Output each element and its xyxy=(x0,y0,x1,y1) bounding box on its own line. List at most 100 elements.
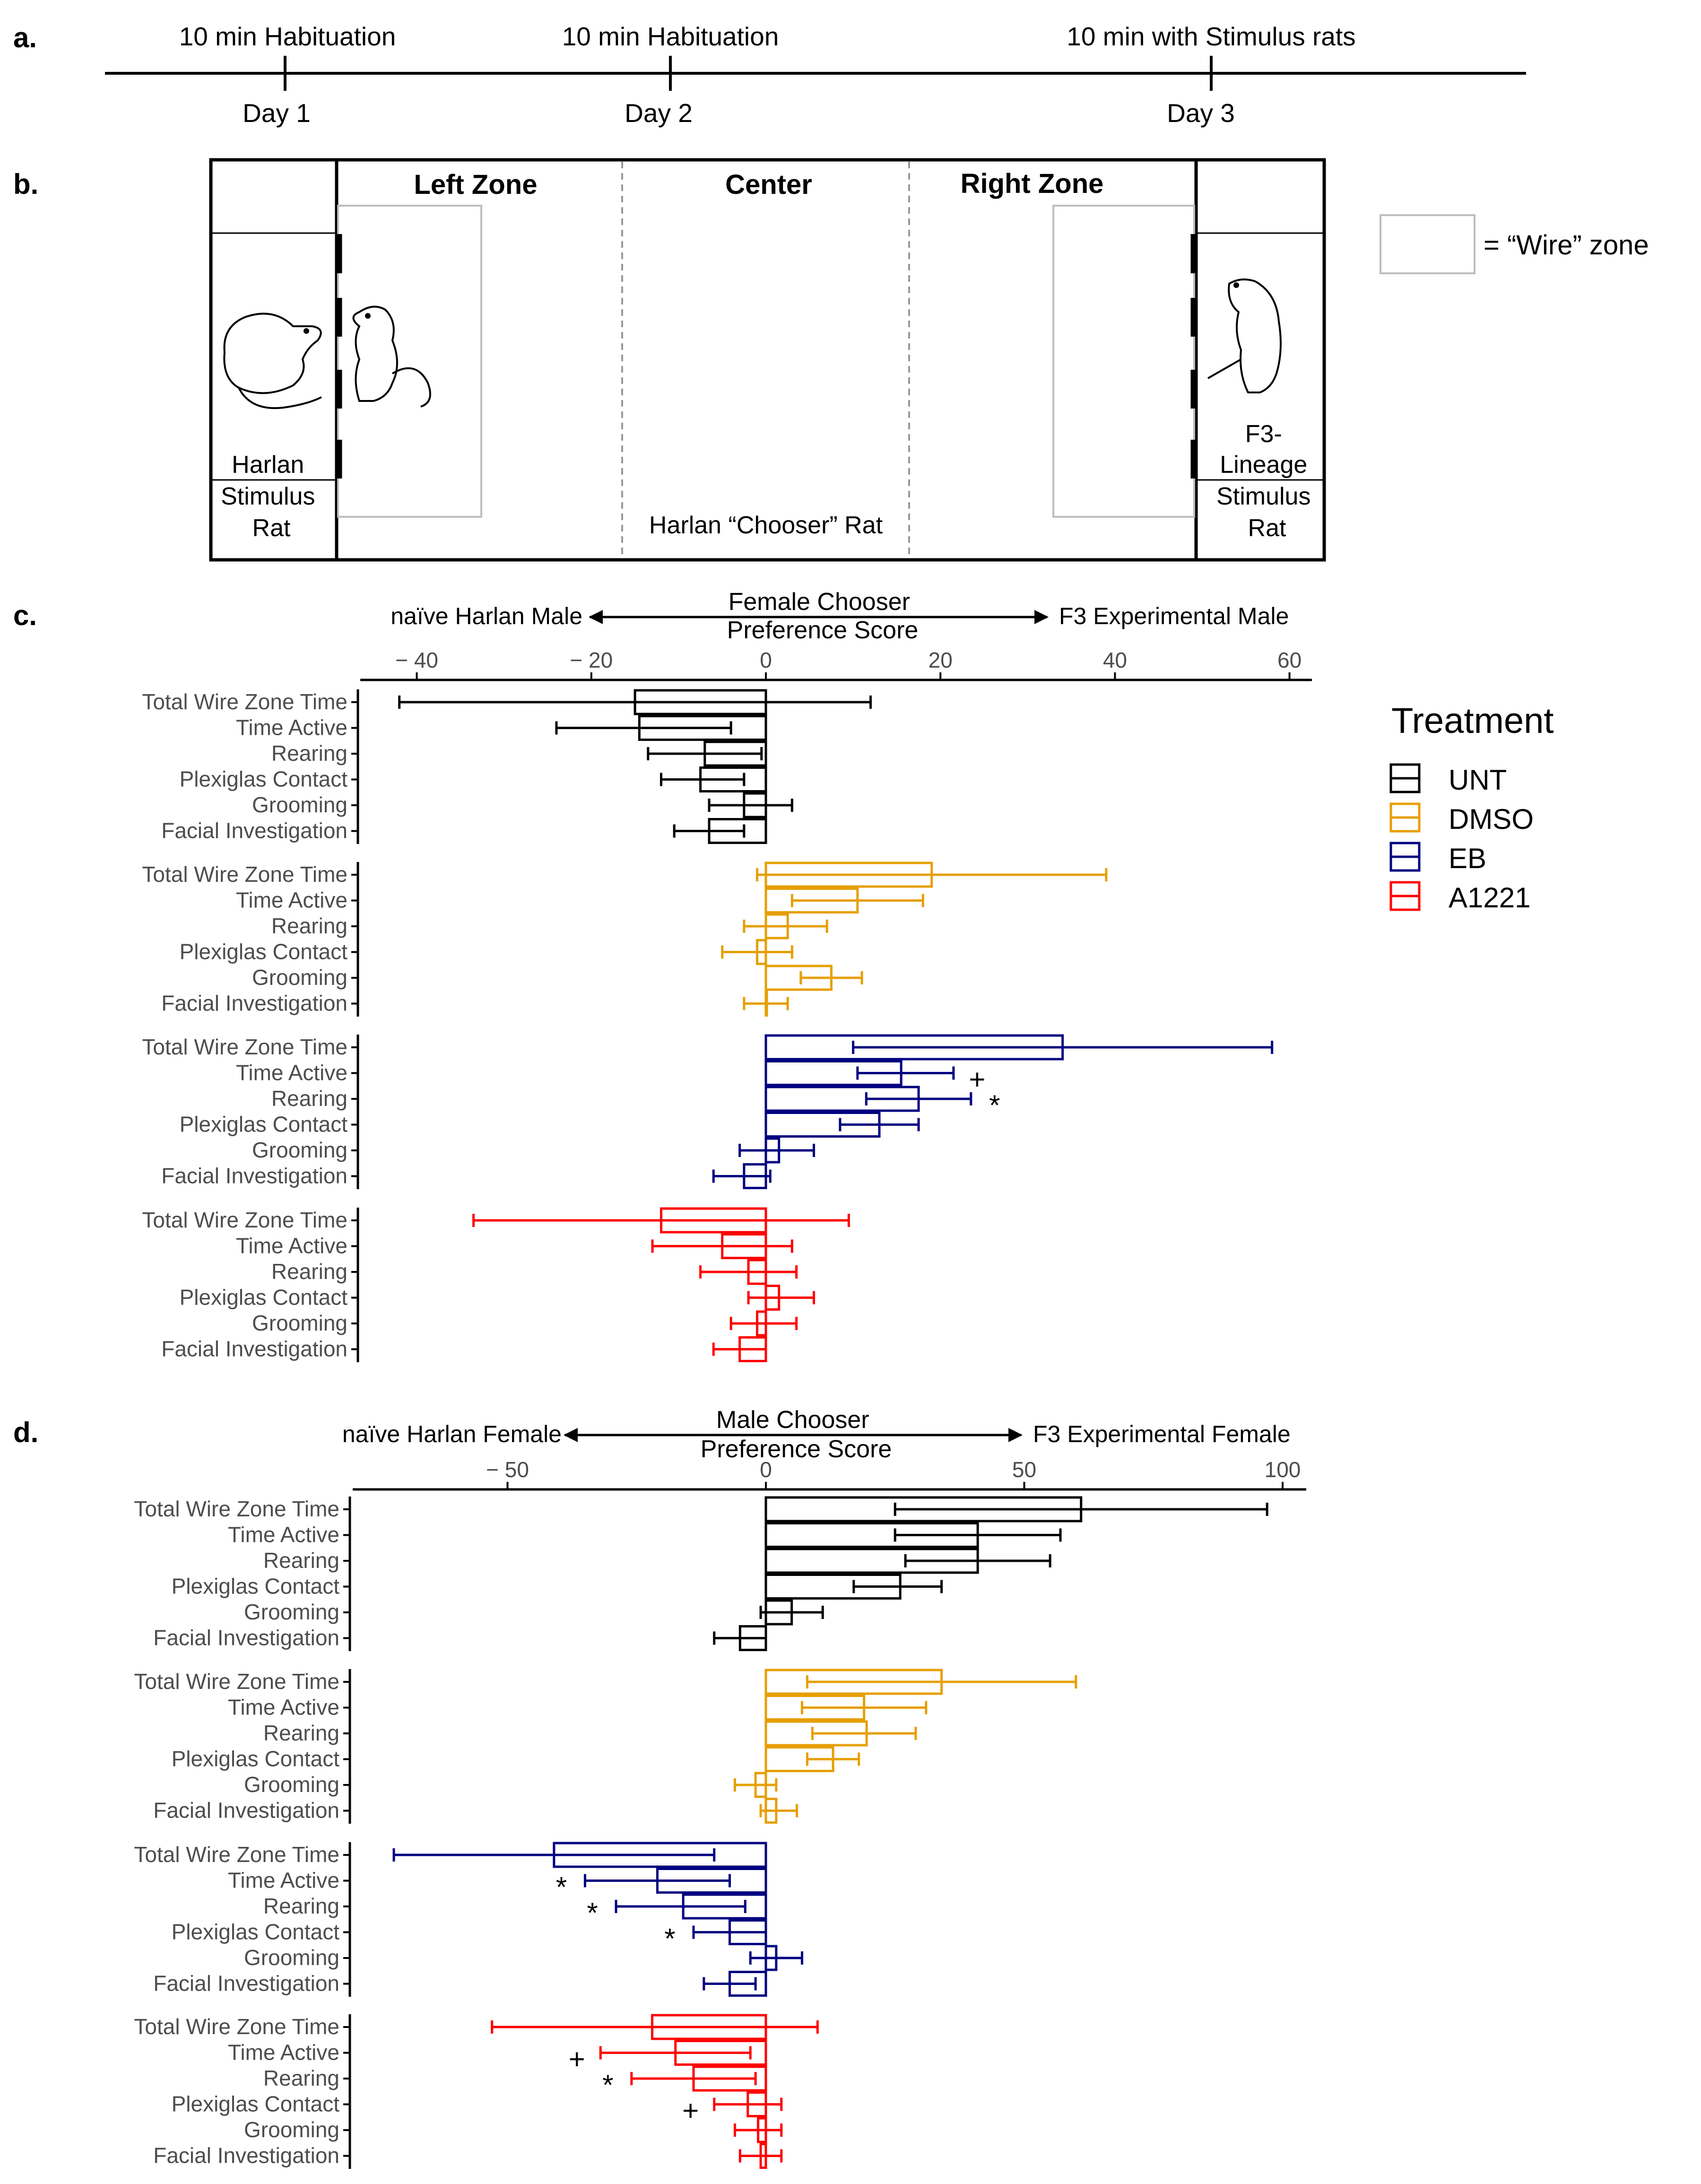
panel-c-label: c. xyxy=(13,600,37,631)
category-label: Facial Investigation xyxy=(153,1798,339,1823)
category-label: Rearing xyxy=(263,1894,339,1918)
significance-mark: * xyxy=(989,1089,1000,1121)
category-label: Time Active xyxy=(236,1234,347,1258)
category-label: Grooming xyxy=(252,1311,347,1335)
category-label: Total Wire Zone Time xyxy=(142,862,347,887)
category-label: Rearing xyxy=(271,1086,347,1111)
panel-b: b. Left Zone Center Right Zone Harlan St… xyxy=(13,158,1649,562)
significance-mark: + xyxy=(969,1064,985,1096)
chart-c-title-line1: Female Chooser xyxy=(729,588,910,616)
x-tick-label: 20 xyxy=(929,648,953,672)
legend-label: A1221 xyxy=(1449,882,1531,914)
timeline-event-label: 10 min Habituation xyxy=(179,22,396,51)
category-label: Rearing xyxy=(263,1548,339,1573)
significance-mark: * xyxy=(587,1897,598,1929)
right-stimulus-cage xyxy=(1195,232,1325,481)
category-label: Rearing xyxy=(271,1259,347,1284)
category-label: Total Wire Zone Time xyxy=(134,1842,339,1867)
category-label: Rearing xyxy=(271,914,347,938)
timeline-event-label: 10 min with Stimulus rats xyxy=(1067,22,1355,51)
panel-a-label: a. xyxy=(13,22,37,53)
category-label: Plexiglas Contact xyxy=(172,1574,340,1599)
category-label: Rearing xyxy=(263,1721,339,1745)
timeline-event: 10 min with Stimulus rats Day 3 xyxy=(1067,22,1355,128)
significance-mark: * xyxy=(602,2069,613,2101)
category-label: Grooming xyxy=(252,965,347,990)
left-stimulus-label: Harlan Stimulus Rat xyxy=(221,451,322,542)
legend-label: DMSO xyxy=(1449,803,1534,835)
panel-a: a. 10 min Habituation Day 1 10 min Habit… xyxy=(13,22,1526,128)
category-label: Plexiglas Contact xyxy=(172,2092,340,2116)
center-zone-label: Center xyxy=(725,169,812,200)
category-label: Grooming xyxy=(252,792,347,817)
wire-zone-legend-text: = “Wire” zone xyxy=(1484,230,1649,261)
chart-c-title: Female Chooser Preference Score xyxy=(727,588,919,644)
x-tick-label: 0 xyxy=(760,1457,772,1482)
timeline-day-label: Day 3 xyxy=(1167,98,1235,128)
apparatus-outline xyxy=(209,158,1326,562)
category-label: Facial Investigation xyxy=(153,2143,339,2168)
left-stimulus-cage xyxy=(210,232,338,481)
chart-d-title: Male Chooser Preference Score xyxy=(701,1406,892,1463)
legend-item-dmso: DMSO xyxy=(1389,802,1534,835)
category-label: Time Active xyxy=(236,1061,347,1085)
category-label: Time Active xyxy=(228,1695,339,1720)
category-label: Plexiglas Contact xyxy=(172,1920,340,1944)
legend-label: EB xyxy=(1449,843,1486,874)
chart-d-left-label: naïve Harlan Female xyxy=(342,1421,562,1447)
category-label: Rearing xyxy=(263,2066,339,2090)
category-label: Total Wire Zone Time xyxy=(134,1669,339,1694)
x-tick-label: − 20 xyxy=(570,648,613,672)
category-label: Grooming xyxy=(244,1772,339,1797)
category-label: Plexiglas Contact xyxy=(180,1285,348,1310)
panel-c: c. naïve Harlan Male F3 Experimental Mal… xyxy=(13,588,1312,1362)
legend-item-eb: EB xyxy=(1389,842,1486,874)
timeline-event: 10 min Habituation Day 1 xyxy=(179,22,396,128)
category-label: Total Wire Zone Time xyxy=(142,689,347,714)
significance-mark: * xyxy=(556,1871,567,1903)
x-tick-label: 50 xyxy=(1012,1457,1036,1482)
category-label: Total Wire Zone Time xyxy=(142,1208,347,1232)
category-label: Total Wire Zone Time xyxy=(142,1035,347,1059)
category-label: Grooming xyxy=(244,2117,339,2142)
chart-c-right-label: F3 Experimental Male xyxy=(1059,603,1289,629)
chooser-label: Harlan “Chooser” Rat xyxy=(649,512,883,539)
panel-d-label: d. xyxy=(13,1417,38,1448)
chart-d-title-line1: Male Chooser xyxy=(716,1406,869,1434)
category-label: Facial Investigation xyxy=(161,1164,347,1188)
category-label: Plexiglas Contact xyxy=(172,1747,340,1771)
category-label: Facial Investigation xyxy=(161,818,347,843)
category-label: Total Wire Zone Time xyxy=(134,2014,339,2039)
panel-b-label: b. xyxy=(13,168,38,200)
wire-zone-legend-swatch xyxy=(1380,214,1475,274)
category-label: Facial Investigation xyxy=(153,1971,339,1996)
legend-title: Treatment xyxy=(1391,701,1554,741)
category-label: Plexiglas Contact xyxy=(180,767,348,792)
timeline-day-label: Day 2 xyxy=(625,98,693,128)
category-label: Total Wire Zone Time xyxy=(134,1497,339,1521)
timeline-event-label: 10 min Habituation xyxy=(562,22,779,51)
right-wire-zone xyxy=(1052,205,1195,518)
category-label: Facial Investigation xyxy=(161,991,347,1016)
x-tick-label: 40 xyxy=(1103,648,1127,672)
timeline-event: 10 min Habituation Day 2 xyxy=(562,22,779,128)
category-label: Grooming xyxy=(252,1138,347,1162)
legend-item-unt: UNT xyxy=(1389,763,1507,796)
right-stimulus-label: F3- Lineage Stimulus Rat xyxy=(1216,420,1318,542)
category-label: Rearing xyxy=(271,741,347,766)
category-label: Time Active xyxy=(228,1523,339,1547)
chooser-rat-icon xyxy=(352,305,431,408)
x-tick-label: 0 xyxy=(760,648,772,672)
left-zone-label: Left Zone xyxy=(414,169,538,200)
treatment-legend: Treatment UNT DMSO EB A1221 xyxy=(1389,701,1554,914)
category-label: Time Active xyxy=(236,715,347,740)
left-wire-zone xyxy=(337,205,482,518)
x-tick-label: 60 xyxy=(1277,648,1302,672)
significance-mark: + xyxy=(682,2095,699,2127)
chart-c-left-label: naïve Harlan Male xyxy=(391,603,582,629)
significance-mark: * xyxy=(664,1923,675,1955)
category-label: Time Active xyxy=(236,888,347,913)
